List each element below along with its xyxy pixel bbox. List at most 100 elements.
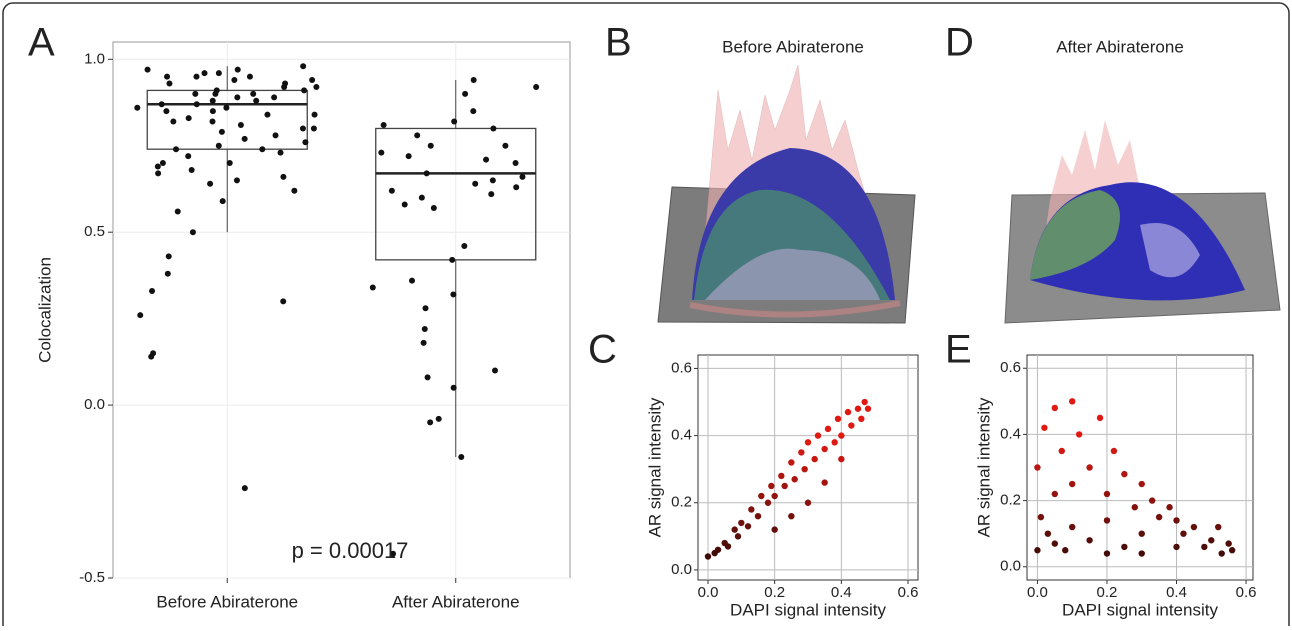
data-point xyxy=(185,153,192,160)
data-point xyxy=(241,485,248,492)
data-point xyxy=(173,146,180,153)
panel-letter: C xyxy=(588,328,617,372)
data-point xyxy=(209,108,216,115)
data-point xyxy=(798,449,805,456)
data-point xyxy=(299,125,306,132)
x-tick-label: 0.0 xyxy=(1027,584,1048,601)
data-point xyxy=(148,353,155,360)
data-point xyxy=(858,415,865,423)
data-point xyxy=(1138,550,1145,557)
data-point xyxy=(253,97,260,104)
x-axis-label: DAPI signal intensity xyxy=(1062,600,1218,619)
data-point xyxy=(409,277,416,284)
data-point xyxy=(405,153,412,160)
data-point xyxy=(1148,497,1156,504)
data-point xyxy=(1190,523,1198,531)
data-point xyxy=(781,482,788,490)
data-point xyxy=(209,97,216,104)
data-point xyxy=(449,256,456,263)
data-point xyxy=(1215,523,1222,531)
data-point xyxy=(155,170,162,177)
data-point xyxy=(302,139,309,146)
y-tick-label: -0.5 xyxy=(79,569,105,586)
data-point xyxy=(791,476,798,483)
data-point xyxy=(758,492,765,500)
data-point xyxy=(458,453,465,460)
y-tick-label: 0.2 xyxy=(671,494,692,511)
data-point xyxy=(435,415,442,422)
data-point xyxy=(313,83,320,90)
x-tick-label: 0.4 xyxy=(831,584,852,601)
x-tick-label: 0.2 xyxy=(1097,584,1118,601)
data-point xyxy=(201,70,208,77)
data-point xyxy=(418,194,425,201)
data-point xyxy=(1034,464,1041,471)
data-point xyxy=(834,415,842,423)
data-point xyxy=(1155,513,1163,521)
data-point xyxy=(513,184,520,191)
data-point xyxy=(1180,530,1187,537)
data-point xyxy=(369,284,376,291)
render-b xyxy=(657,64,916,324)
data-point xyxy=(1044,530,1052,537)
data-point xyxy=(237,121,244,128)
data-point xyxy=(771,492,778,500)
panel-letter: B xyxy=(605,21,632,65)
data-point xyxy=(748,506,755,513)
data-point xyxy=(1058,447,1065,455)
render-d xyxy=(1004,120,1281,324)
data-point xyxy=(390,550,397,557)
render-title: After Abiraterone xyxy=(1056,37,1184,56)
data-point xyxy=(831,439,838,446)
data-point xyxy=(264,111,271,118)
data-point xyxy=(219,198,226,205)
data-point xyxy=(824,425,832,433)
data-point xyxy=(533,83,540,90)
data-point xyxy=(207,180,214,187)
y-tick-label: 0.2 xyxy=(1000,492,1021,509)
data-point xyxy=(462,90,469,97)
data-point xyxy=(250,90,257,97)
data-point xyxy=(185,115,192,122)
data-point xyxy=(424,374,431,381)
data-point xyxy=(259,146,266,153)
render-title: Before Abiraterone xyxy=(722,37,864,56)
data-point xyxy=(764,499,772,506)
data-point xyxy=(864,405,872,412)
data-point xyxy=(164,270,171,277)
data-point xyxy=(1173,543,1180,551)
data-point xyxy=(209,118,216,125)
data-point xyxy=(788,512,795,520)
data-point xyxy=(490,125,497,132)
data-point xyxy=(838,455,845,463)
data-point xyxy=(193,101,200,108)
y-tick-label: 0.0 xyxy=(84,396,105,413)
data-point xyxy=(1201,543,1208,551)
data-point xyxy=(174,208,181,215)
plot-area xyxy=(112,41,571,579)
data-point xyxy=(277,149,284,156)
data-point xyxy=(788,459,795,466)
data-point xyxy=(1034,547,1041,554)
data-point xyxy=(231,77,238,84)
data-point xyxy=(241,135,248,142)
data-point xyxy=(422,305,429,312)
data-point xyxy=(165,253,172,260)
data-point xyxy=(1103,517,1111,524)
data-point xyxy=(801,465,808,473)
y-tick-label: 0.4 xyxy=(1000,425,1021,442)
data-point xyxy=(233,177,240,184)
data-point xyxy=(450,291,457,298)
data-point xyxy=(218,128,225,135)
data-point xyxy=(189,229,196,236)
y-tick-label: 0.5 xyxy=(84,223,105,240)
x-tick-label: 0.2 xyxy=(764,584,785,601)
data-point xyxy=(149,287,156,294)
data-point xyxy=(1208,537,1215,544)
data-point xyxy=(519,173,526,180)
data-point xyxy=(1131,504,1138,511)
data-point xyxy=(1173,517,1180,524)
data-point xyxy=(420,339,427,346)
panel-letter: E xyxy=(945,328,972,372)
data-point xyxy=(804,439,812,446)
